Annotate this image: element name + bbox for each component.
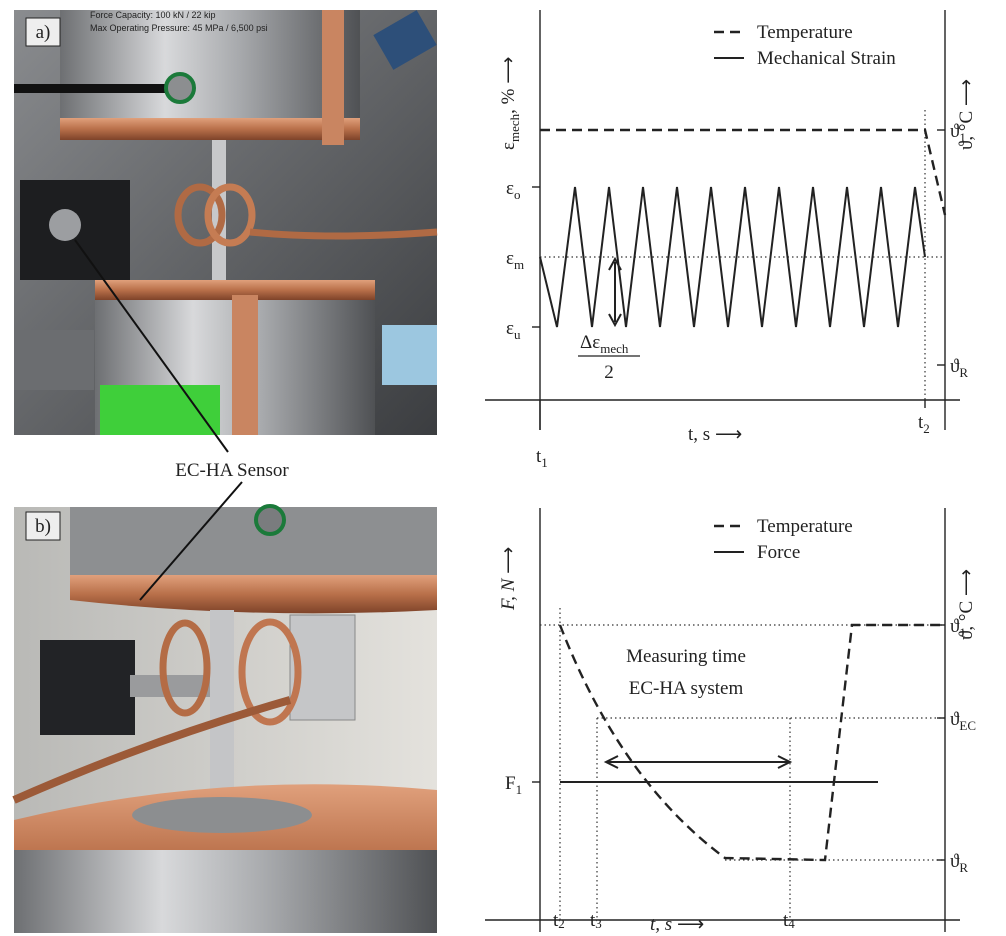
fitting	[164, 72, 196, 104]
sensor-head	[49, 209, 81, 241]
coil	[174, 183, 226, 247]
amplitude-label: Δεmech	[580, 332, 629, 356]
rail	[14, 330, 94, 390]
green-block	[100, 385, 220, 435]
duration-arrow	[603, 755, 793, 769]
copper-plate	[95, 280, 375, 300]
panel-label-box	[25, 17, 61, 47]
x-axis-label: t, s ⟶	[688, 424, 742, 445]
amplitude-denominator: 2	[604, 362, 614, 383]
diagram-a	[485, 10, 960, 430]
coil-lead	[249, 228, 438, 240]
load-cell-top	[70, 507, 437, 587]
time-label: t2	[553, 910, 565, 931]
right-level-label: ϑR	[950, 356, 968, 380]
strain-line	[539, 186, 926, 328]
time-label: t2	[918, 412, 930, 436]
right-level-label: ϑ1	[950, 616, 966, 640]
diagram-b	[485, 508, 960, 932]
panel-label: b)	[35, 516, 51, 537]
coil	[238, 618, 302, 726]
legend-label: Force	[757, 542, 800, 563]
y-axis-label: εmech, % ⟶	[498, 57, 522, 150]
right-level-label: ϑEC	[950, 709, 976, 733]
coil-lead	[12, 696, 292, 804]
load-cell-bottom	[14, 850, 437, 933]
fitting	[254, 504, 286, 536]
legend-label: Temperature	[757, 22, 853, 43]
specimen	[210, 610, 234, 810]
tube	[382, 325, 437, 385]
time-label: t3	[590, 910, 602, 931]
right-level-label: ϑ1	[950, 121, 966, 145]
connector	[373, 10, 437, 70]
level-label: F1	[505, 773, 522, 797]
callout-line	[74, 239, 229, 453]
sensor-block	[40, 640, 135, 735]
amplitude-arrow	[608, 256, 622, 328]
y2-axis-label: ϑ, °C ⟶	[956, 79, 977, 150]
annotation: EC-HA system	[629, 678, 744, 699]
temperature-line	[558, 623, 945, 862]
photo-label: Force Capacity: 100 kN / 22 kip	[90, 10, 216, 20]
photo-b	[12, 504, 437, 933]
level-label: εo	[506, 178, 520, 202]
platen	[132, 797, 312, 833]
y-axis-label: F, N ⟶	[498, 547, 519, 611]
x-axis-label: t, s ⟶	[650, 914, 704, 935]
right-level-label: ϑR	[950, 851, 968, 875]
photo-label: Max Operating Pressure: 45 MPa / 6,500 p…	[90, 23, 268, 33]
temperature-line	[540, 128, 947, 216]
copper-strap	[232, 295, 258, 435]
callout-line	[139, 481, 243, 601]
copper-strap	[322, 10, 344, 145]
coil	[159, 619, 211, 717]
y2-axis-label: ϑ, °C ⟶	[956, 569, 977, 640]
cable	[14, 84, 184, 93]
level-label: εm	[506, 248, 524, 272]
panel-label: a)	[36, 22, 51, 43]
annotation: Measuring time	[626, 646, 746, 667]
sensor-rod	[130, 675, 210, 697]
callout-label: EC-HA Sensor	[175, 460, 289, 481]
load-cell-top	[60, 10, 360, 125]
time-label: t4	[783, 910, 795, 931]
photo-a: Force Capacity: 100 kN / 22 kip Max Oper…	[14, 10, 438, 435]
panel-label-box	[25, 511, 61, 541]
legend-label: Temperature	[757, 516, 853, 537]
coil	[204, 183, 256, 247]
level-label: εu	[506, 318, 521, 342]
copper-plate	[70, 575, 437, 614]
time-label: t1	[536, 446, 548, 470]
legend-label: Mechanical Strain	[757, 48, 896, 69]
copper-plate	[60, 118, 360, 140]
